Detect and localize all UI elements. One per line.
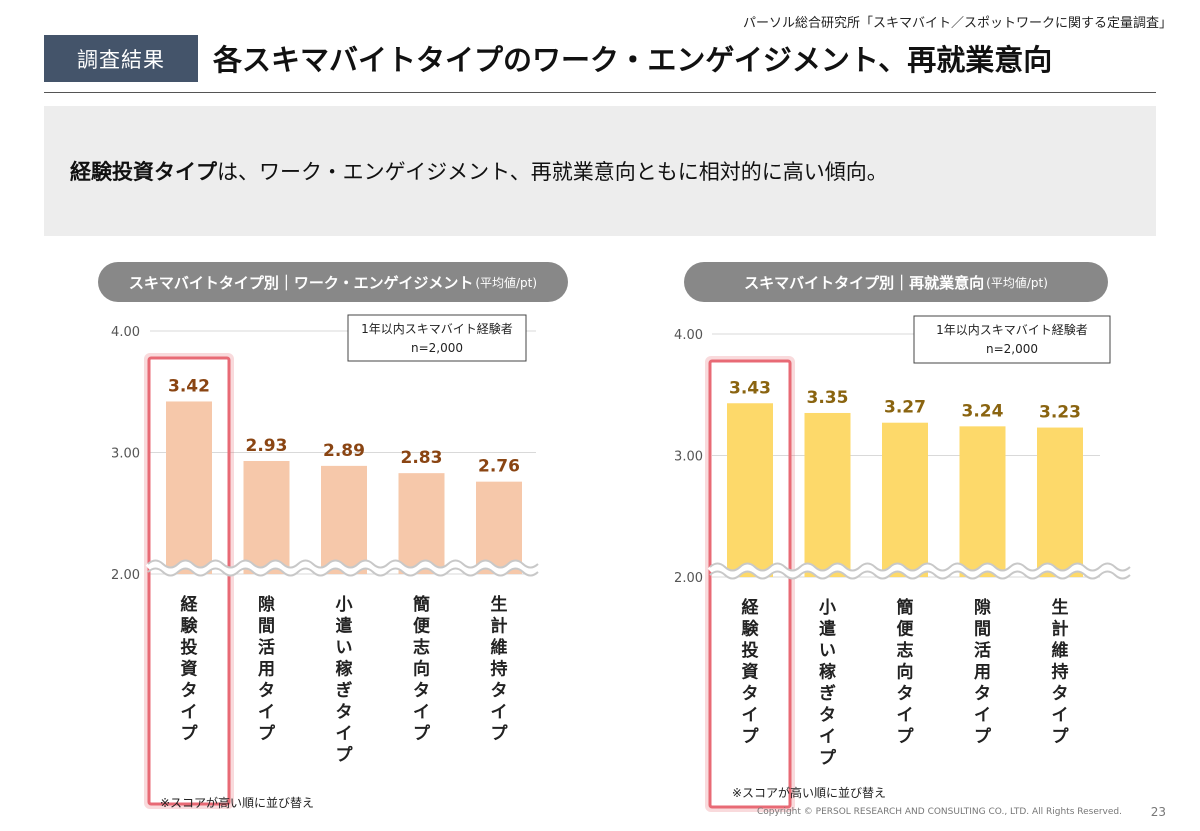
chart1-axis-break-gap	[145, 561, 541, 575]
title-divider	[44, 92, 1156, 93]
summary-text: 経験投資タイプは、ワーク・エンゲイジメント、再就業意向ともに相対的に高い傾向。	[70, 156, 888, 186]
chart2-category-label: 生計維持タイプ	[1052, 597, 1070, 747]
chart2-title-pill: スキマバイトタイプ別｜再就業意向 (平均値/pt)	[684, 262, 1108, 302]
chart2-y-tick-label: 2.00	[674, 571, 703, 586]
chart1-y-tick-label: 4.00	[111, 325, 140, 340]
chart1-bar	[321, 465, 367, 574]
chart2-axis-break-line	[709, 562, 1131, 572]
chart1-sample-note-line: n=2,000	[411, 341, 463, 355]
chart1-value-label: 2.76	[478, 457, 520, 477]
chart1-footnote: ※スコアが高い順に並び替え	[160, 796, 315, 810]
chart1-title: スキマバイトタイプ別｜ワーク・エンゲイジメント	[128, 273, 474, 292]
chart2-axis-break-line	[709, 570, 1131, 580]
chart1-axis-break-line	[147, 559, 539, 569]
chart2-bar	[882, 422, 928, 577]
chart1-plot: 4.00 3.00 2.00 1年以内スキマバイト経験者 n=2,000 3.42 経験投資…	[111, 314, 541, 809]
chart1-y-tick-label: 2.00	[111, 568, 140, 583]
chart2-footnote: ※スコアが高い順に並び替え	[732, 786, 887, 800]
summary-rest: は、ワーク・エンゲイジメント、再就業意向ともに相対的に高い傾向。	[217, 160, 888, 184]
chart1-y-tick-label: 3.00	[111, 447, 140, 462]
chart1-unit: (平均値/pt)	[475, 275, 538, 290]
chart2-value-label: 3.43	[729, 378, 771, 398]
chart2-bar	[727, 403, 773, 577]
chart1-bar	[166, 401, 212, 574]
chart2-plot: 4.00 3.00 2.00 1年以内スキマバイト経験者 n=2,000 3.43 経験投資…	[674, 315, 1133, 812]
chart1-bar	[243, 461, 290, 574]
chart1-title-pill: スキマバイトタイプ別｜ワーク・エンゲイジメント (平均値/pt)	[98, 262, 568, 302]
chart1-category-label: 隙間活用タイプ	[258, 594, 276, 744]
chart2-bar	[959, 426, 1006, 577]
chart1-bar	[398, 473, 445, 574]
chart2-highlight-frame	[708, 359, 792, 809]
copyright: Copyright © PERSOL RESEARCH AND CONSULTI…	[756, 807, 1122, 817]
chart2-highlight-glow	[705, 356, 795, 812]
chart2-title: スキマバイトタイプ別｜再就業意向	[744, 273, 985, 292]
summary-box: 経験投資タイプは、ワーク・エンゲイジメント、再就業意向ともに相対的に高い傾向。	[44, 106, 1156, 236]
chart2-category-label: 簡便志向タイプ	[896, 597, 915, 747]
chart1-category-label: 小遣い稼ぎタイプ	[336, 595, 354, 766]
chart1-value-label: 2.83	[401, 448, 443, 468]
chart1-value-label: 2.93	[246, 436, 288, 456]
chart2-value-label: 3.35	[807, 388, 849, 408]
chart1-category-label: 経験投資タイプ	[181, 594, 199, 744]
chart1-value-label: 3.42	[168, 376, 210, 396]
chart2-value-label: 3.27	[884, 398, 926, 418]
chart1-highlight-glow	[144, 353, 234, 809]
chart2-bar	[804, 412, 851, 577]
chart2-category-label: 隙間活用タイプ	[974, 597, 992, 747]
summary-highlight: 経験投資タイプ	[70, 160, 217, 184]
chart1-category-label: 生計維持タイプ	[491, 594, 509, 744]
page-title: 各スキマバイトタイプのワーク・エンゲイジメント、再就業意向	[213, 43, 1053, 77]
chart2-sample-note-line: 1年以内スキマバイト経験者	[936, 322, 1088, 337]
chart2-axis-break-gap	[707, 564, 1133, 578]
chart1-value-label: 2.89	[323, 441, 365, 461]
chart2-y-tick-label: 4.00	[674, 328, 703, 343]
chart2-category-label: 経験投資タイプ	[742, 597, 760, 747]
chart1-sample-note-box	[347, 314, 527, 362]
source-citation: パーソル総合研究所「スキマバイト／スポットワークに関する定量調査」	[742, 16, 1172, 31]
chart1-highlight-frame	[147, 356, 231, 806]
chart1-sample-note-line: 1年以内スキマバイト経験者	[361, 321, 513, 336]
chart2-sample-note-box	[913, 315, 1111, 364]
chart2-unit: (平均値/pt)	[986, 275, 1048, 290]
chart2-bar	[1037, 427, 1083, 577]
chart1-axis-break-line	[147, 567, 539, 577]
chart2-sample-note-line: n=2,000	[986, 342, 1038, 356]
chart2-value-label: 3.24	[962, 401, 1004, 421]
chart2-category-label: 小遣い稼ぎタイプ	[819, 598, 837, 769]
chart2-value-label: 3.23	[1039, 403, 1081, 423]
chart1-bar	[476, 481, 522, 574]
chart2-y-tick-label: 3.00	[674, 450, 703, 465]
chart1-category-label: 簡便志向タイプ	[412, 594, 431, 744]
page-number: 23	[1150, 805, 1166, 819]
section-tag: 調査結果	[44, 35, 198, 82]
